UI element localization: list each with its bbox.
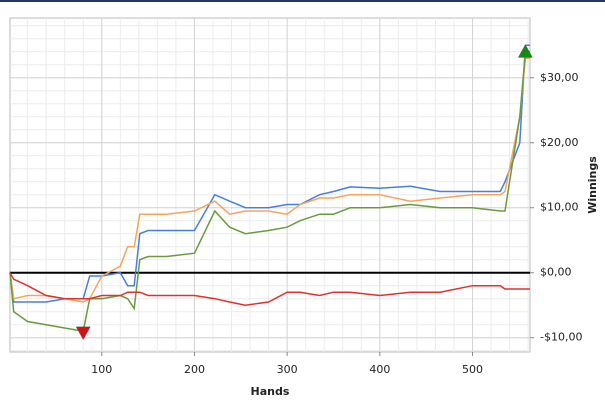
y-tick-label: $20,00 [540, 136, 579, 149]
extreme-marker [75, 326, 91, 341]
x-tick-label: 100 [91, 363, 112, 376]
y-tick-label: -$10,00 [540, 331, 582, 344]
x-tick-label: 500 [462, 363, 483, 376]
y-axis-label: Winnings [586, 156, 599, 214]
y-tick-label: $30,00 [540, 71, 579, 84]
x-tick-label: 400 [369, 363, 390, 376]
x-tick-label: 300 [277, 363, 298, 376]
x-tick-label: 200 [184, 363, 205, 376]
y-tick-label: $0,00 [540, 266, 572, 279]
extreme-marker [517, 44, 533, 58]
series-line [9, 44, 530, 303]
y-tick-label: $10,00 [540, 201, 579, 214]
top-bar [0, 0, 605, 2]
series-line [9, 57, 530, 303]
series-line [9, 272, 530, 306]
series-line [9, 51, 530, 333]
x-axis-label: Hands [251, 385, 290, 398]
